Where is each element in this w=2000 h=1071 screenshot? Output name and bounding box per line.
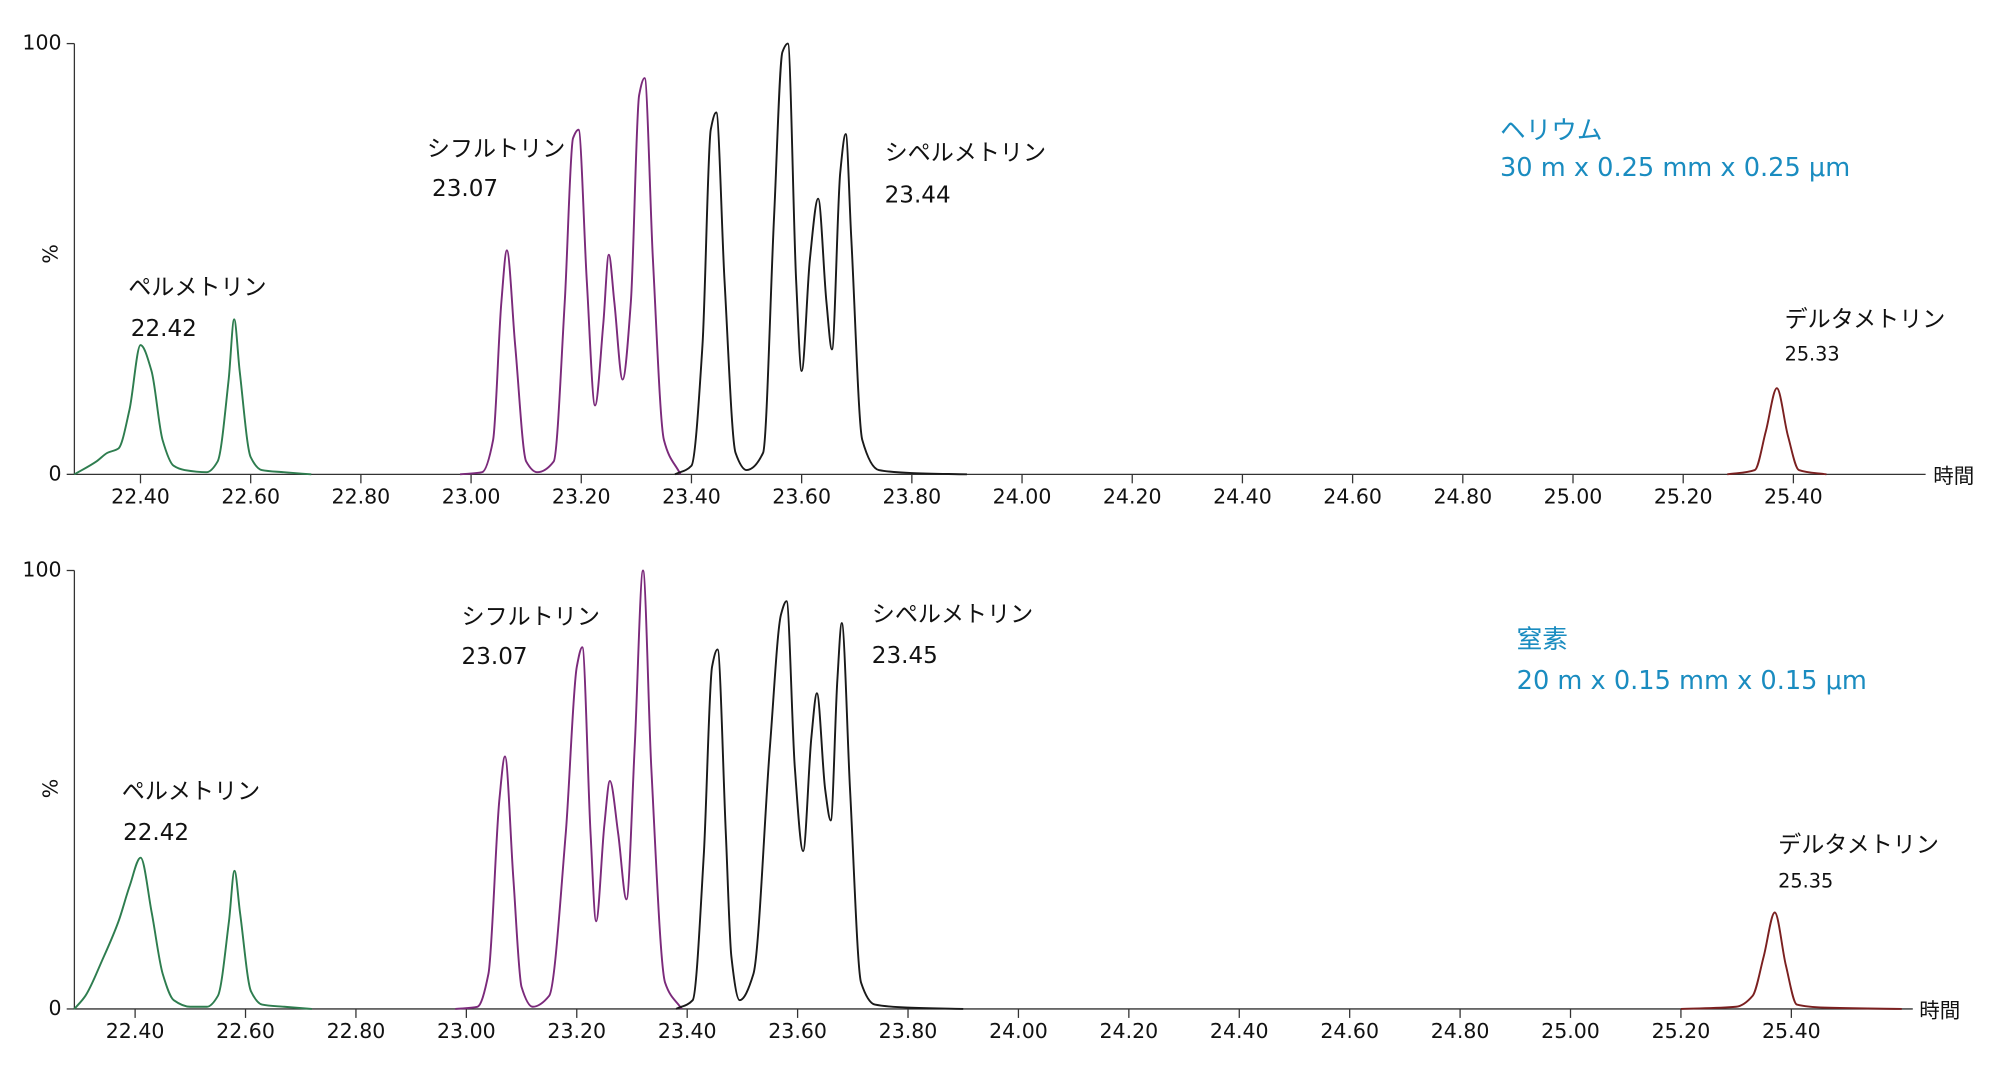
trace	[459, 77, 682, 476]
x-tick-label: 23.20	[552, 484, 611, 508]
retention-time: 23.45	[872, 643, 938, 669]
peak-name: デルタメトリン	[1785, 307, 1946, 333]
x-tick-label: 24.40	[1210, 1019, 1269, 1043]
y-tick-label: 0	[49, 461, 62, 485]
x-tick-label: 22.60	[216, 1019, 275, 1043]
trace	[455, 569, 683, 1010]
x-tick-label: 24.00	[989, 1019, 1048, 1043]
peak-name: シペルメトリン	[872, 602, 1033, 628]
peak-name: ペルメトリン	[122, 779, 260, 805]
x-tick-label: 24.60	[1323, 484, 1382, 508]
x-axis-label: 時間	[1933, 464, 1974, 488]
trace	[675, 600, 964, 1010]
retention-time: 25.35	[1778, 870, 1833, 893]
retention-time: 23.44	[885, 183, 951, 209]
x-tick-label: 24.20	[1103, 484, 1162, 508]
x-tick-label: 24.60	[1320, 1019, 1379, 1043]
x-tick-label: 22.80	[332, 484, 391, 508]
x-tick-label: 25.00	[1544, 484, 1603, 508]
retention-time: 23.07	[462, 644, 528, 670]
x-tick-label: 23.60	[772, 484, 831, 508]
retention-time: 22.42	[131, 316, 197, 342]
x-tick-label: 25.40	[1762, 1019, 1821, 1043]
x-tick-label: 22.40	[111, 484, 170, 508]
x-tick-label: 24.80	[1431, 1019, 1490, 1043]
column-info: ヘリウム	[1500, 116, 1603, 146]
x-tick-label: 25.00	[1541, 1019, 1600, 1043]
peak-name: ペルメトリン	[128, 275, 266, 301]
column-info: 窒素	[1517, 625, 1568, 655]
x-tick-label: 24.80	[1433, 484, 1492, 508]
x-tick-label: 25.20	[1652, 1019, 1711, 1043]
x-tick-label: 24.40	[1213, 484, 1272, 508]
x-tick-label: 23.00	[437, 1019, 496, 1043]
trace	[1680, 911, 1902, 1010]
x-tick-label: 23.40	[658, 1019, 717, 1043]
x-tick-label: 23.60	[768, 1019, 827, 1043]
column-info: 30 m x 0.25 mm x 0.25 μm	[1500, 153, 1850, 183]
x-tick-label: 25.40	[1764, 484, 1823, 508]
x-tick-label: 22.60	[221, 484, 280, 508]
x-tick-label: 23.20	[547, 1019, 606, 1043]
x-tick-label: 23.40	[662, 484, 721, 508]
y-tick-label: 100	[22, 557, 61, 581]
x-tick-label: 24.20	[1100, 1019, 1159, 1043]
x-tick-label: 25.20	[1654, 484, 1713, 508]
retention-time: 23.07	[432, 176, 498, 202]
peak-name: シフルトリン	[427, 136, 565, 162]
y-tick-label: 0	[49, 996, 62, 1020]
retention-time: 25.33	[1785, 343, 1840, 366]
x-tick-label: 24.00	[993, 484, 1052, 508]
peak-name: デルタメトリン	[1778, 833, 1939, 859]
x-tick-label: 23.80	[883, 484, 942, 508]
trace	[674, 42, 967, 476]
x-tick-label: 22.40	[106, 1019, 165, 1043]
y-tick-label: 100	[22, 31, 61, 55]
retention-time: 22.42	[123, 820, 189, 846]
x-tick-label: 23.00	[442, 484, 501, 508]
x-tick-label: 22.80	[327, 1019, 386, 1043]
x-tick-label: 23.80	[879, 1019, 938, 1043]
peak-name: シフルトリン	[462, 604, 600, 630]
y-axis-label: %	[38, 779, 62, 798]
x-axis-label: 時間	[1919, 999, 1960, 1023]
column-info: 20 m x 0.15 mm x 0.15 μm	[1517, 666, 1867, 696]
trace	[73, 318, 312, 476]
trace	[73, 856, 312, 1010]
y-axis-label: %	[38, 244, 62, 263]
peak-name: シペルメトリン	[885, 140, 1046, 166]
trace	[1727, 387, 1827, 476]
